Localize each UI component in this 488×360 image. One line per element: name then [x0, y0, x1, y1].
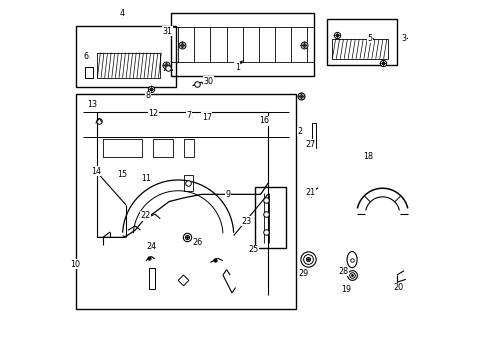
Bar — [149, 268, 155, 289]
Text: 13: 13 — [87, 100, 97, 109]
Text: 26: 26 — [192, 238, 203, 247]
Bar — [102, 139, 142, 157]
Text: 22: 22 — [141, 211, 151, 220]
Bar — [97, 53, 160, 78]
Bar — [311, 123, 316, 148]
Text: 18: 18 — [363, 152, 372, 161]
Text: 6: 6 — [83, 52, 88, 61]
Text: 15: 15 — [117, 170, 127, 179]
Text: 12: 12 — [148, 109, 158, 118]
Text: 28: 28 — [337, 267, 347, 276]
Bar — [326, 19, 396, 65]
Text: 17: 17 — [202, 113, 211, 122]
Bar — [332, 39, 387, 59]
Text: 23: 23 — [241, 217, 251, 226]
Text: 3: 3 — [401, 34, 406, 43]
Text: 8: 8 — [145, 91, 150, 100]
Text: 16: 16 — [259, 116, 269, 125]
Text: 27: 27 — [305, 140, 315, 149]
Text: 10: 10 — [70, 260, 80, 269]
Text: 11: 11 — [141, 174, 151, 183]
Bar — [76, 26, 176, 87]
Text: 29: 29 — [298, 269, 308, 278]
Text: 9: 9 — [225, 190, 230, 199]
Text: 20: 20 — [393, 283, 403, 292]
Bar — [85, 67, 93, 78]
Text: 30: 30 — [203, 77, 213, 86]
Bar — [76, 94, 296, 309]
Text: 1: 1 — [234, 63, 239, 72]
Text: 4: 4 — [120, 9, 125, 18]
Text: 19: 19 — [341, 285, 351, 294]
Text: 31: 31 — [162, 27, 172, 36]
Bar — [183, 175, 192, 191]
Text: 25: 25 — [248, 246, 258, 255]
Text: 21: 21 — [305, 188, 315, 197]
Bar — [183, 139, 194, 157]
Text: 5: 5 — [366, 34, 372, 43]
Bar — [153, 139, 172, 157]
Bar — [171, 13, 314, 76]
Text: 24: 24 — [146, 242, 156, 251]
Text: 14: 14 — [90, 167, 101, 176]
Text: 2: 2 — [297, 127, 302, 136]
Text: 7: 7 — [186, 111, 191, 120]
Bar — [255, 187, 285, 248]
